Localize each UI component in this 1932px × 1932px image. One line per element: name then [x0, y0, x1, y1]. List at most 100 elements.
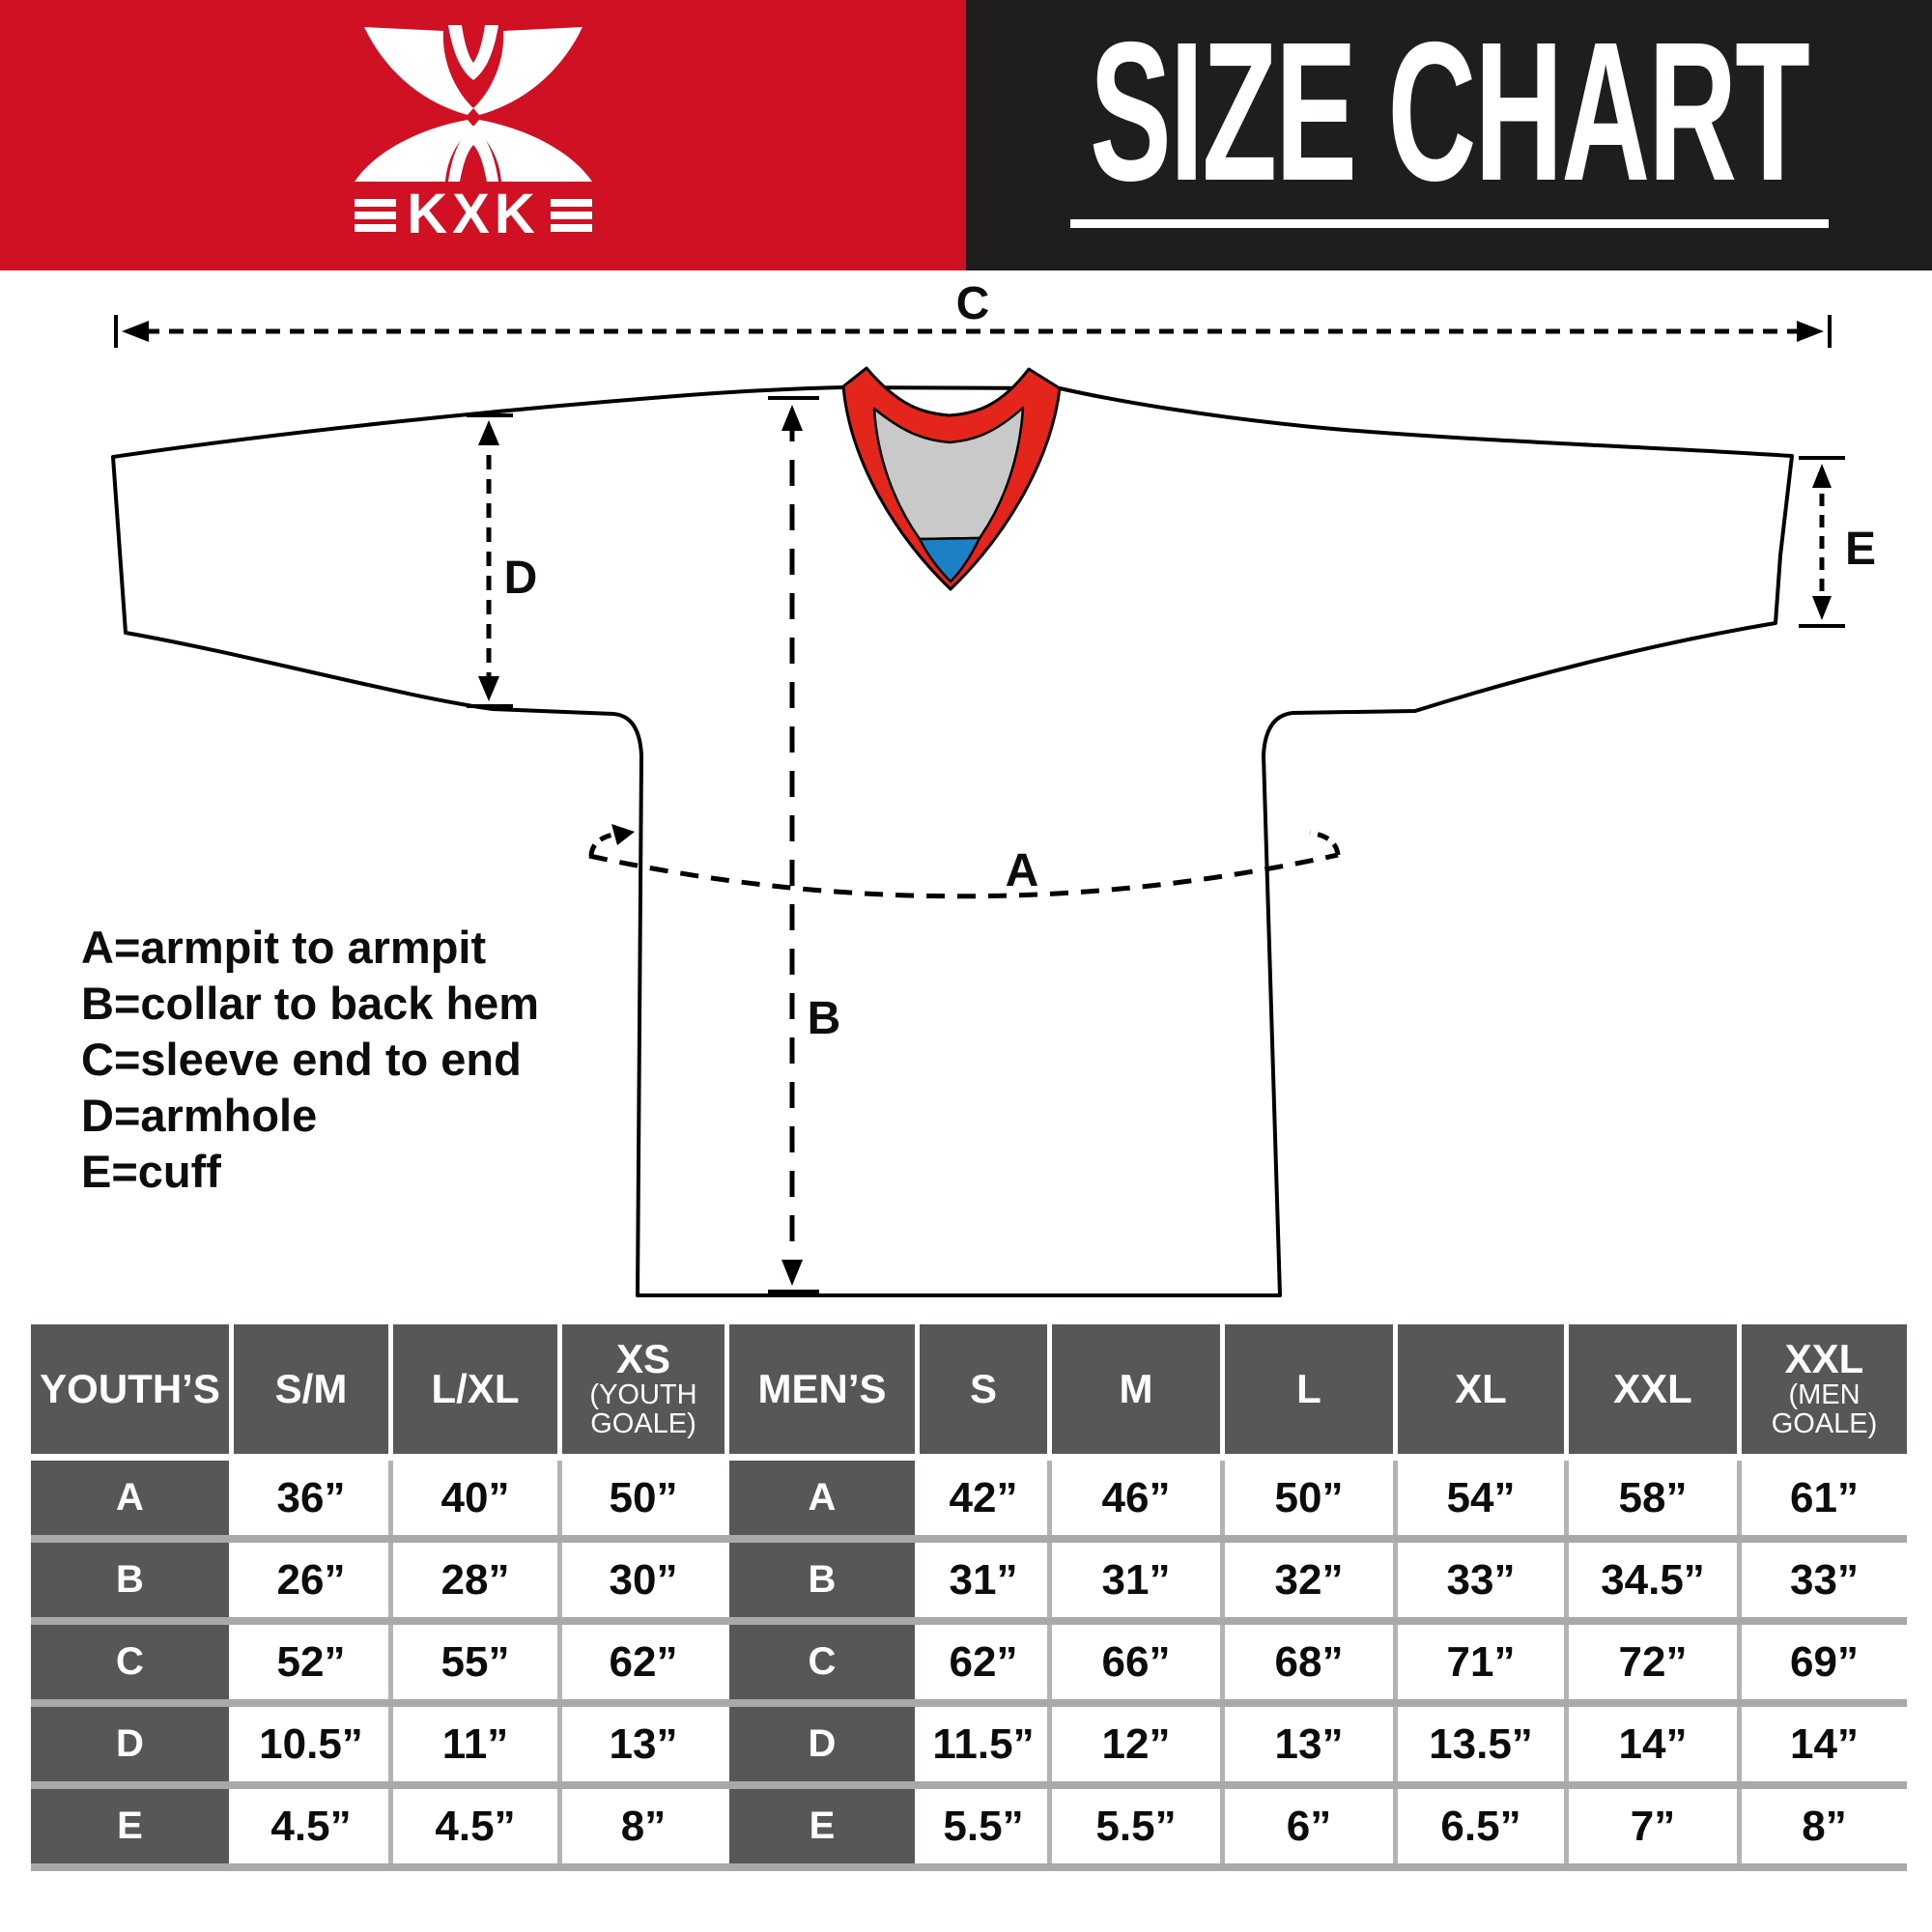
- measurement-legend: A=armpit to armpit B=collar to back hem …: [81, 920, 539, 1200]
- table-cell: 28”: [393, 1543, 557, 1617]
- column-divider: [1047, 1625, 1052, 1699]
- column-divider: [229, 1625, 234, 1699]
- table-row-c: C 52” 55” 62” C 62” 66” 68” 71” 72” 69”: [31, 1625, 1907, 1699]
- column-divider: [1564, 1461, 1569, 1535]
- legend-line-d: D=armhole: [81, 1090, 318, 1141]
- column-divider: [1737, 1324, 1742, 1454]
- column-divider: [388, 1543, 393, 1617]
- brand-wordmark: KXK: [407, 183, 539, 238]
- column-divider: [1220, 1324, 1225, 1454]
- measure-c: [114, 315, 1832, 348]
- table-cell: 31”: [1052, 1543, 1220, 1617]
- measure-b-label: B: [808, 993, 841, 1044]
- column-divider: [1393, 1625, 1398, 1699]
- legend-line-c: C=sleeve end to end: [81, 1034, 522, 1085]
- table-cell: 6.5”: [1398, 1789, 1564, 1863]
- column-divider: [229, 1789, 234, 1863]
- row-label: A: [729, 1461, 915, 1535]
- measure-d-label: D: [504, 553, 538, 604]
- column-header-sm: S/M: [234, 1324, 388, 1454]
- table-cell: 7”: [1569, 1789, 1737, 1863]
- table-cell: 33”: [1742, 1543, 1907, 1617]
- table-cell: 12”: [1052, 1707, 1220, 1781]
- column-divider: [388, 1789, 393, 1863]
- column-divider: [1393, 1461, 1398, 1535]
- table-cell: 66”: [1052, 1625, 1220, 1699]
- column-divider: [915, 1461, 920, 1535]
- table-row-a: A 36” 40” 50” A 42” 46” 50” 54” 58” 61”: [31, 1461, 1907, 1535]
- table-cell: 8”: [1742, 1789, 1907, 1863]
- column-divider: [1220, 1707, 1225, 1781]
- column-divider: [1047, 1461, 1052, 1535]
- collar-placket-blue: [918, 536, 981, 583]
- table-cell: 5.5”: [1052, 1789, 1220, 1863]
- jersey-outline: [111, 385, 1794, 1297]
- column-divider: [724, 1324, 729, 1454]
- column-divider: [1737, 1543, 1742, 1617]
- table-cell: 50”: [1225, 1461, 1393, 1535]
- table-bottom-border: [31, 1863, 1907, 1871]
- brand-panel: KXK: [0, 0, 966, 270]
- column-divider: [557, 1461, 562, 1535]
- table-row-d: D 10.5” 11” 13” D 11.5” 12” 13” 13.5” 14…: [31, 1707, 1907, 1781]
- column-divider: [1393, 1324, 1398, 1454]
- table-cell: 54”: [1398, 1461, 1564, 1535]
- column-divider: [1393, 1543, 1398, 1617]
- table-cell: 4.5”: [234, 1789, 388, 1863]
- table-cell: 6”: [1225, 1789, 1393, 1863]
- table-cell: 10.5”: [234, 1707, 388, 1781]
- column-divider: [724, 1707, 729, 1781]
- column-divider: [1393, 1789, 1398, 1863]
- legend-line-e: E=cuff: [81, 1146, 221, 1197]
- column-divider: [915, 1707, 920, 1781]
- column-header-lxl: L/XL: [393, 1324, 557, 1454]
- column-divider: [724, 1789, 729, 1863]
- table-cell: 52”: [234, 1625, 388, 1699]
- column-divider: [229, 1324, 234, 1454]
- column-divider: [1220, 1461, 1225, 1535]
- table-cell: 30”: [562, 1543, 724, 1617]
- column-divider: [724, 1461, 729, 1535]
- table-cell: 33”: [1398, 1543, 1564, 1617]
- column-divider: [915, 1625, 920, 1699]
- column-divider: [1047, 1789, 1052, 1863]
- collar-inner-panel: [872, 406, 1025, 541]
- column-header-xxl-men-goalie: XXL (MEN GOALE): [1742, 1324, 1907, 1454]
- column-divider: [557, 1625, 562, 1699]
- table-cell: 69”: [1742, 1625, 1907, 1699]
- row-separator: [31, 1535, 1907, 1543]
- table-row-e: E 4.5” 4.5” 8” E 5.5” 5.5” 6” 6.5” 7” 8”: [31, 1789, 1907, 1863]
- row-label: C: [31, 1625, 229, 1699]
- column-divider: [1220, 1625, 1225, 1699]
- table-cell: 5.5”: [920, 1789, 1047, 1863]
- table-cell: 26”: [234, 1543, 388, 1617]
- column-divider: [1737, 1707, 1742, 1781]
- column-divider: [229, 1543, 234, 1617]
- column-divider: [724, 1543, 729, 1617]
- table-cell: 11”: [393, 1707, 557, 1781]
- column-divider: [915, 1324, 920, 1454]
- column-header-xxl: XXL: [1569, 1324, 1737, 1454]
- size-table: YOUTH’S S/M L/XL XS (YOUTH GOALE) MEN’S S…: [31, 1324, 1907, 1871]
- table-cell: 50”: [562, 1461, 724, 1535]
- measure-a-label: A: [1006, 845, 1039, 896]
- row-label: B: [31, 1543, 229, 1617]
- row-label: D: [729, 1707, 915, 1781]
- column-divider: [388, 1324, 393, 1454]
- column-header-mens: MEN’S: [729, 1324, 915, 1454]
- page-title: SIZE CHART: [1090, 1, 1810, 222]
- row-label: B: [729, 1543, 915, 1617]
- column-divider: [388, 1707, 393, 1781]
- table-cell: 13”: [562, 1707, 724, 1781]
- row-label: E: [31, 1789, 229, 1863]
- table-cell: 72”: [1569, 1625, 1737, 1699]
- column-divider: [1220, 1789, 1225, 1863]
- title-underline: [1069, 218, 1829, 228]
- measure-c-label: C: [956, 278, 990, 329]
- column-divider: [557, 1324, 562, 1454]
- column-divider: [388, 1625, 393, 1699]
- row-separator: [31, 1699, 1907, 1707]
- table-cell: 68”: [1225, 1625, 1393, 1699]
- column-divider: [1737, 1461, 1742, 1535]
